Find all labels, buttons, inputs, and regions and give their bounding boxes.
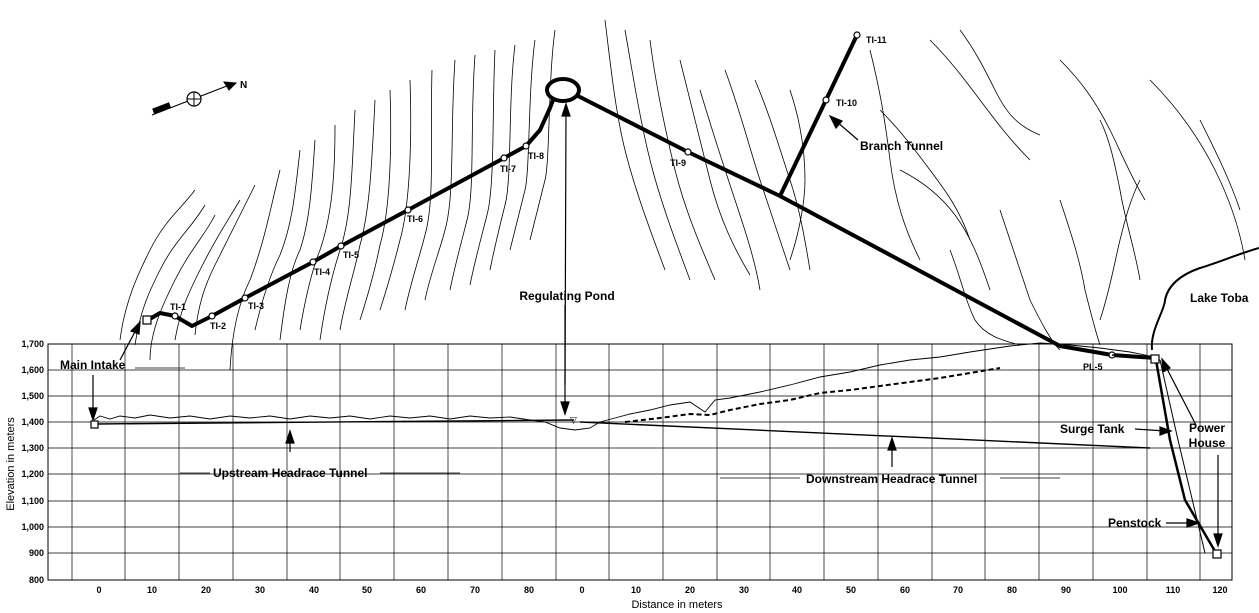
- y-tick-label: 1,700: [21, 339, 44, 349]
- x-tick-label: 20: [685, 585, 695, 595]
- station-label: TI-1: [170, 302, 186, 312]
- x-tick-label: 20: [201, 585, 211, 595]
- label-connectors: [135, 367, 1060, 479]
- x-tick-label: 70: [470, 585, 480, 595]
- y-tick-label: 1,300: [21, 443, 44, 453]
- downstream-tunnel-line: [579, 421, 1151, 449]
- x-tick-label: 90: [1061, 585, 1071, 595]
- ground-surface-line: [93, 342, 1161, 431]
- penstock-line: [1154, 359, 1218, 554]
- y-tick-labels: 1,700 1,600 1,500 1,400 1,300 1,200 1,10…: [21, 339, 44, 585]
- y-tick-label: 1,000: [21, 522, 44, 532]
- lake-shoreline: [1150, 247, 1259, 351]
- y-tick-label: 900: [29, 548, 44, 558]
- y-tick-label: 1,500: [21, 391, 44, 401]
- x-tick-label: 0: [579, 585, 584, 595]
- lake-toba-label: Lake Toba: [1190, 291, 1249, 305]
- leader-lines: [88, 102, 1223, 548]
- station-label: TI-10: [836, 98, 857, 108]
- pond-level-marker: ▽: [570, 416, 577, 426]
- x-tick-label: 110: [1166, 585, 1181, 595]
- downstream-tunnel-label: Downstream Headrace Tunnel: [806, 472, 977, 486]
- x-tick-label: 0: [96, 585, 101, 595]
- y-tick-label: 1,600: [21, 365, 44, 375]
- y-tick-label: 1,100: [21, 496, 44, 506]
- station-label: TI-9: [670, 158, 686, 168]
- regulating-pond-shape: [545, 77, 581, 103]
- station-label: TI-5: [343, 250, 359, 260]
- station-label: TI-4: [314, 267, 330, 277]
- station-label: TI-6: [407, 214, 423, 224]
- station-label: TI-11: [866, 35, 887, 45]
- north-label: N: [240, 80, 247, 91]
- dashed-geology-line: [624, 367, 1001, 423]
- x-tick-label: 10: [631, 585, 641, 595]
- regulating-pond-label: Regulating Pond: [519, 289, 614, 303]
- branch-tunnel-label: Branch Tunnel: [860, 139, 943, 153]
- x-tick-label: 30: [255, 585, 265, 595]
- x-axis-label: Distance in meters: [631, 599, 723, 611]
- station-label: TI-8: [528, 151, 544, 161]
- penstock-label: Penstock: [1108, 516, 1162, 530]
- station-label: TI-2: [210, 321, 226, 331]
- upstream-tunnel-line: [95, 419, 575, 425]
- y-tick-label: 1,200: [21, 469, 44, 479]
- y-tick-label: 800: [29, 575, 44, 585]
- x-tick-label: 80: [1007, 585, 1017, 595]
- power-house-label: House: [1189, 436, 1226, 450]
- x-tick-label: 30: [739, 585, 749, 595]
- x-tick-labels: 0 10 20 30 40 50 60 70 80 0 10 20 30 40 …: [96, 585, 1227, 595]
- terrain-lines: [119, 19, 1246, 371]
- upstream-tunnel-label: Upstream Headrace Tunnel: [213, 466, 368, 480]
- x-tick-label: 40: [792, 585, 802, 595]
- lake-to-surge-line: [1111, 354, 1151, 359]
- x-tick-label: 80: [524, 585, 534, 595]
- x-tick-label: 50: [362, 585, 372, 595]
- x-tick-label: 50: [846, 585, 856, 595]
- y-tick-label: 1,400: [21, 417, 44, 427]
- x-tick-label: 100: [1112, 585, 1127, 595]
- main-intake-label: Main Intake: [60, 358, 126, 372]
- profile-markers: [90, 354, 1222, 559]
- station-label: TI-3: [248, 301, 264, 311]
- upstream-tunnel-plan: [146, 93, 557, 328]
- x-tick-label: 60: [900, 585, 910, 595]
- x-tick-label: 70: [953, 585, 963, 595]
- x-tick-label: 120: [1212, 585, 1227, 595]
- power-house-label: Power: [1189, 421, 1225, 435]
- branch-tunnel-plan: [778, 33, 859, 198]
- station-label: TI-7: [500, 164, 516, 174]
- x-tick-label: 60: [416, 585, 426, 595]
- x-tick-label: 10: [147, 585, 157, 595]
- north-arrow: [151, 81, 238, 116]
- profile-grid: [47, 343, 1233, 581]
- x-tick-label: 40: [309, 585, 319, 595]
- station-markers: [142, 31, 1116, 359]
- diagram-labels: Regulating Pond Branch Tunnel Lake Toba …: [60, 139, 1249, 530]
- profile-lines: [93, 342, 1218, 554]
- tunnel-plan: [146, 33, 1157, 360]
- surge-tank-label: Surge Tank: [1060, 422, 1125, 436]
- y-axis-label: Elevation in meters: [5, 417, 17, 511]
- penstock-thin-line: [1159, 359, 1206, 554]
